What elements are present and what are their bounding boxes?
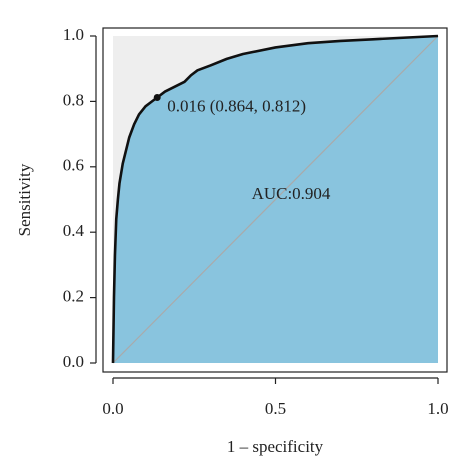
y-tick-label: 0.0 [63,352,84,371]
x-tick-label: 0.0 [102,399,123,418]
roc-curve [111,34,439,364]
y-axis-label: Sensitivity [15,163,34,236]
auc-label: AUC:0.904 [252,184,331,203]
x-tick-label: 1.0 [427,399,448,418]
plot-frame [102,27,448,373]
threshold-label: 0.016 (0.864, 0.812) [167,96,306,115]
y-tick-label: 0.8 [63,90,84,109]
reference-diagonal [112,35,439,364]
y-tick-label: 0.2 [63,287,84,306]
y-tick-label: 1.0 [63,25,84,44]
threshold-point [153,93,161,101]
y-tick-label: 0.4 [63,221,85,240]
y-tick-label: 0.6 [63,156,84,175]
x-axis-label: 1 – specificity [227,437,324,456]
x-tick-label: 0.5 [265,399,286,418]
